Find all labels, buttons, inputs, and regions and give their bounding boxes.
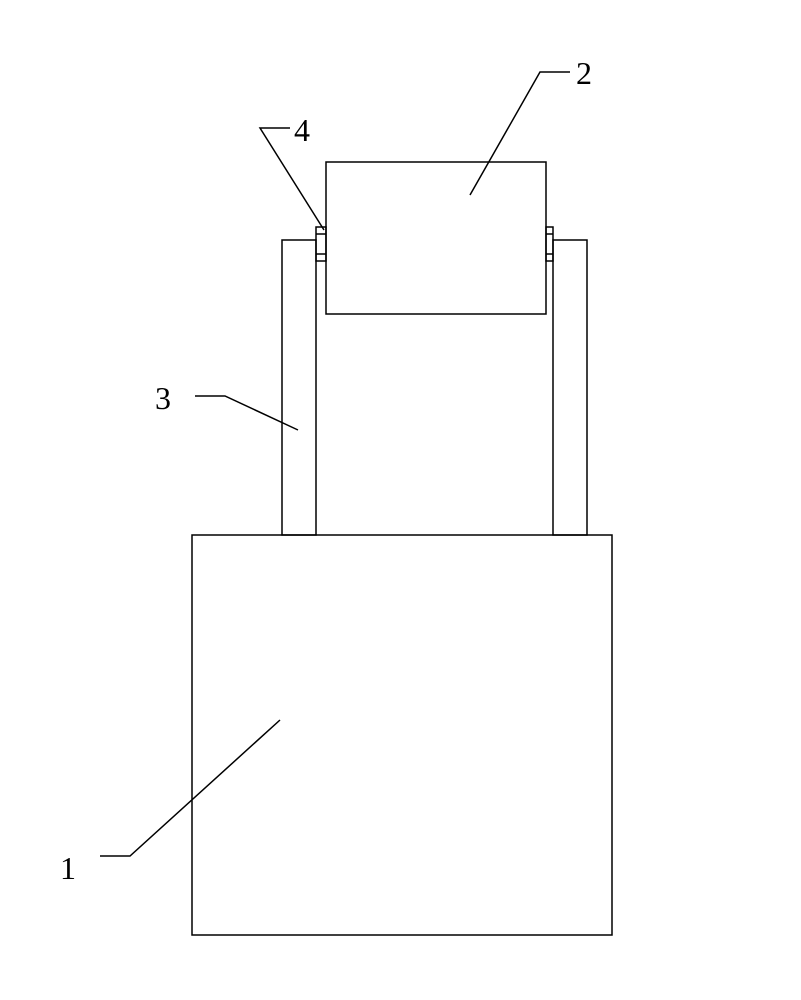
technical-diagram [0, 0, 801, 1000]
callout-label-2: 2 [576, 55, 592, 92]
callout-label-1: 1 [60, 850, 76, 887]
callout-label-3: 3 [155, 380, 171, 417]
callout-label-4: 4 [294, 112, 310, 149]
